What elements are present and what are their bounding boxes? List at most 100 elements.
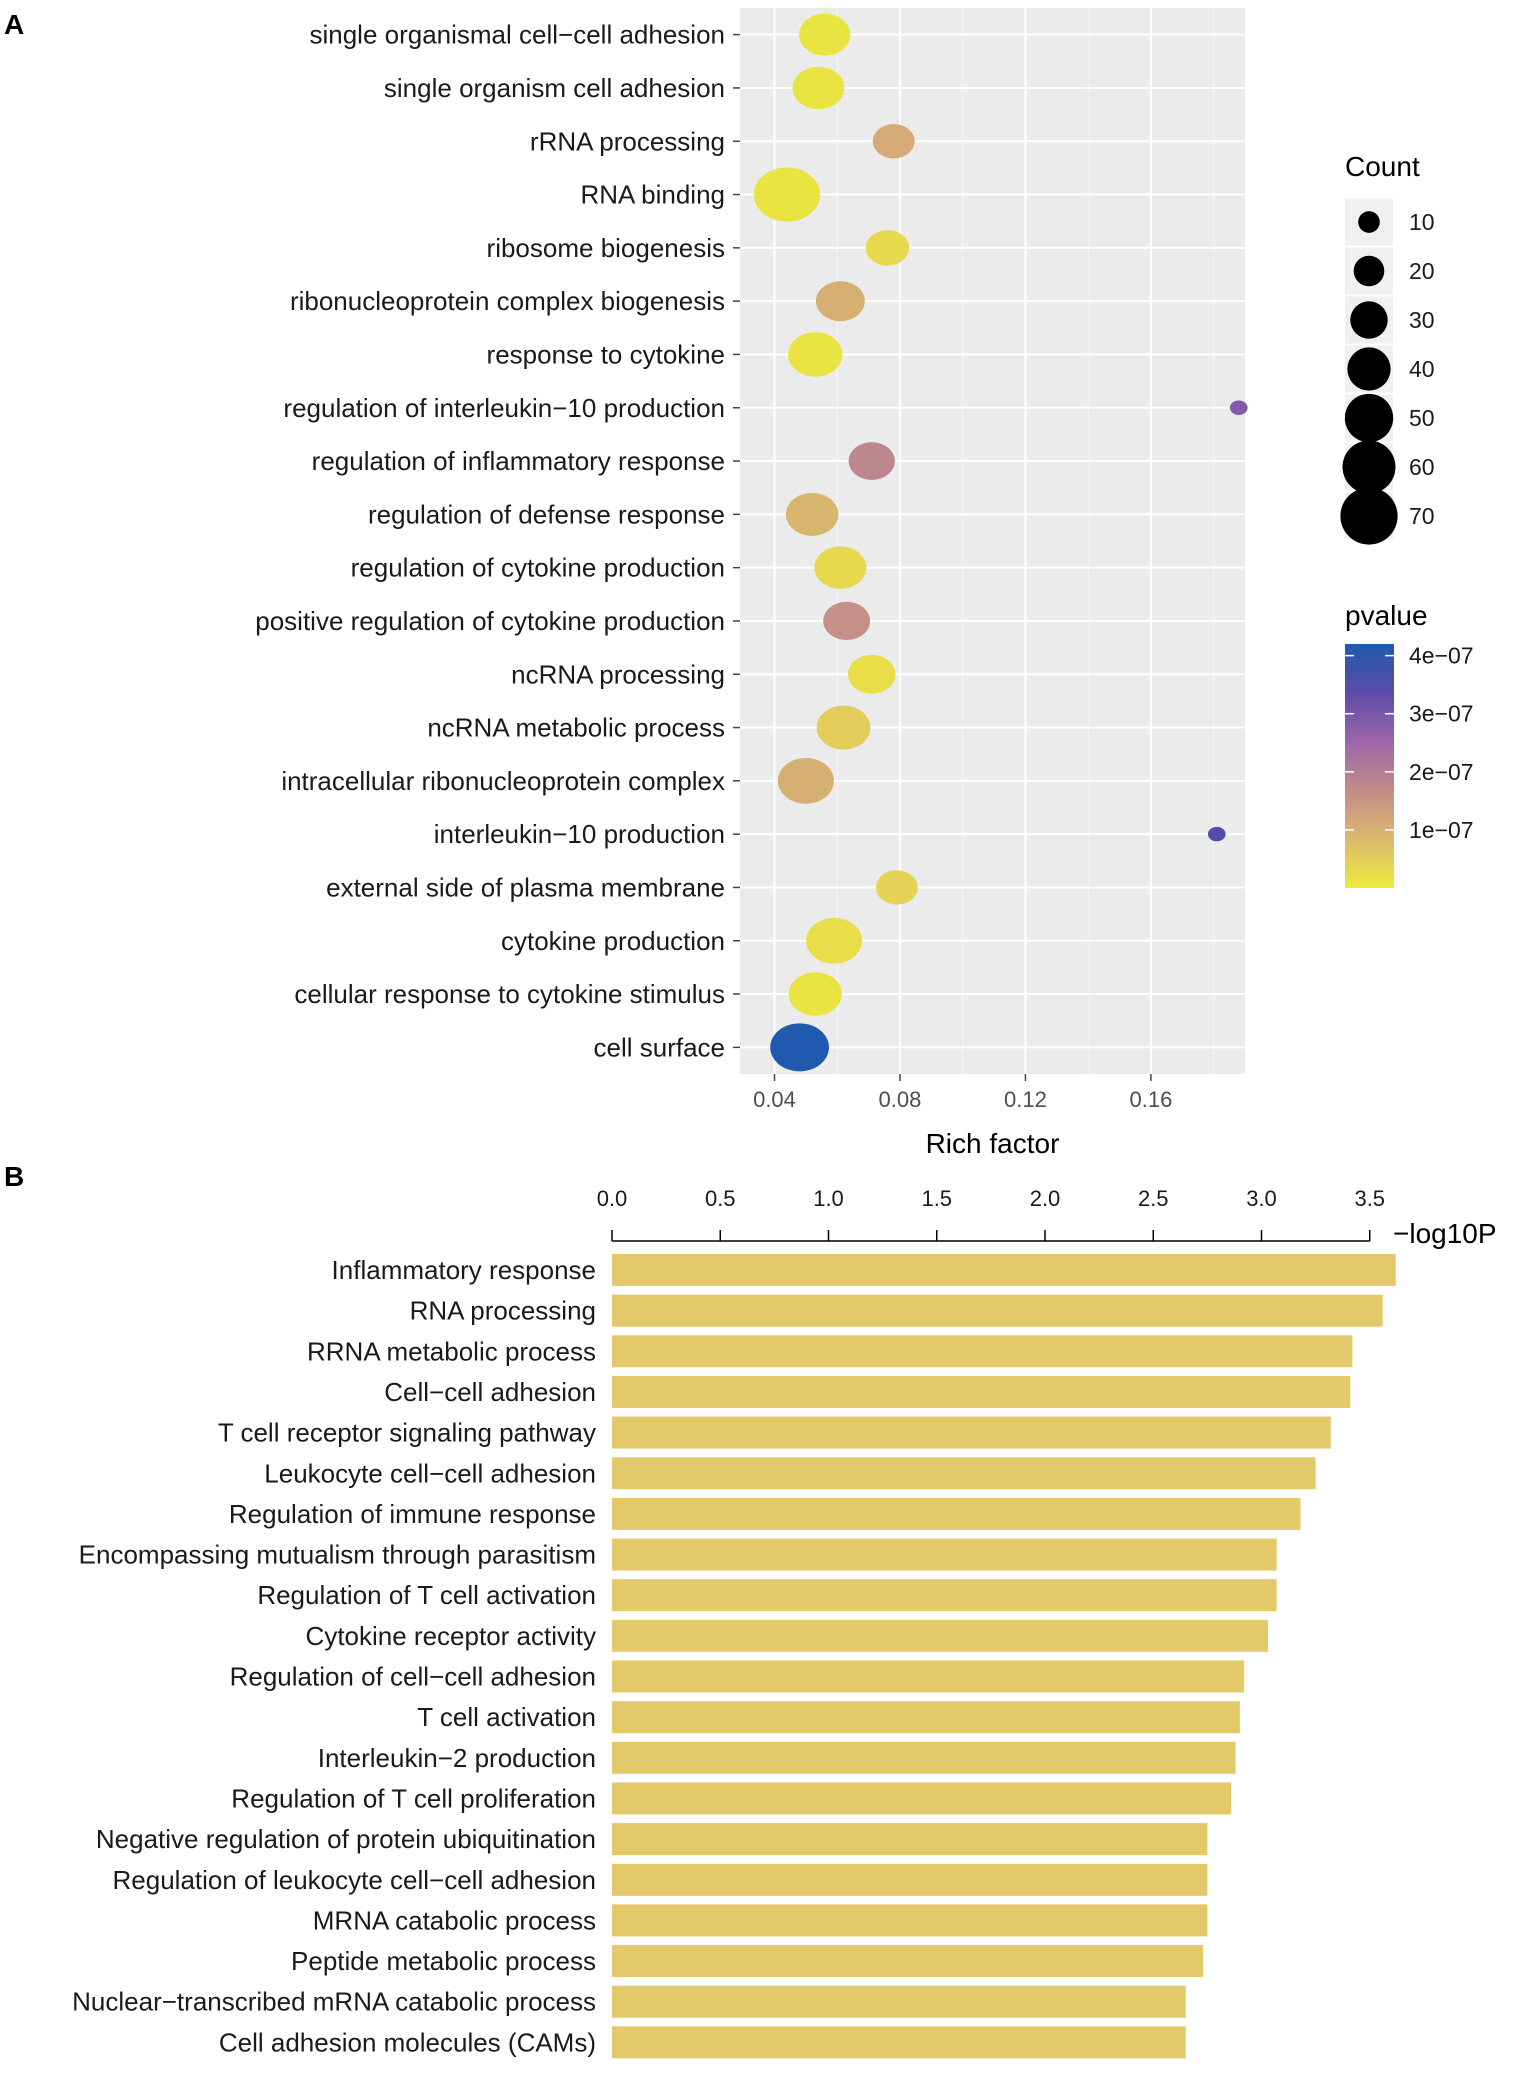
color-legend-label: 1e−07	[1409, 817, 1474, 843]
y-tick-label: cellular response to cytokine stimulus	[294, 979, 725, 1009]
bar	[612, 2026, 1186, 2059]
bubble-point	[777, 757, 834, 804]
x-tick-label: 3.0	[1246, 1186, 1277, 1211]
bar-category-label: Regulation of T cell proliferation	[231, 1783, 596, 1813]
panel-a-label: A	[4, 9, 24, 40]
bar	[612, 1619, 1268, 1652]
bubble-point	[1207, 826, 1226, 842]
bar-category-label: Cell−cell adhesion	[384, 1377, 596, 1407]
x-tick-label: 2.5	[1138, 1186, 1169, 1211]
y-tick-label: regulation of interleukin−10 production	[283, 393, 725, 423]
bar	[612, 1375, 1351, 1408]
bar	[612, 1497, 1301, 1530]
x-tick-label: 0.0	[597, 1186, 628, 1211]
bar	[612, 1823, 1208, 1856]
color-legend-bar	[1345, 644, 1394, 888]
bar-category-label: RRNA metabolic process	[307, 1336, 596, 1366]
y-tick-label: ncRNA metabolic process	[427, 713, 725, 743]
bubble-point	[848, 442, 895, 480]
y-tick-label: external side of plasma membrane	[326, 872, 725, 902]
bubble-point	[792, 66, 845, 110]
y-tick-label: cell surface	[594, 1032, 726, 1062]
size-legend-circle	[1353, 255, 1385, 287]
size-legend-circle	[1340, 487, 1398, 545]
bubble-point	[788, 332, 843, 377]
size-legend-circle	[1350, 301, 1388, 339]
x-tick-label: 0.08	[879, 1087, 922, 1112]
y-tick-label: interleukin−10 production	[434, 819, 725, 849]
bar-category-label: Peptide metabolic process	[291, 1946, 596, 1976]
bar-category-label: Nuclear−transcribed mRNA catabolic proce…	[72, 1987, 596, 2017]
bubble-chart: 0.04 0.08 0.12 0.16 single organismal cell−c…	[255, 8, 1474, 1159]
bar-category-label: Cytokine receptor activity	[306, 1621, 596, 1651]
x-tick-label: 0.16	[1129, 1087, 1172, 1112]
bar-category-label: T cell receptor signaling pathway	[218, 1418, 596, 1448]
bar-category-label: Leukocyte cell−cell adhesion	[264, 1458, 596, 1488]
bar	[612, 1254, 1396, 1286]
y-tick-label: ribosome biogenesis	[487, 233, 725, 263]
bubble-point	[847, 654, 896, 694]
bar	[612, 1782, 1232, 1815]
bar	[612, 1863, 1208, 1896]
color-legend-label: 2e−07	[1409, 759, 1474, 785]
bar-category-label: Regulation of leukocyte cell−cell adhesi…	[113, 1865, 596, 1895]
x-tick-label: 3.5	[1354, 1186, 1385, 1211]
bubble-point	[770, 1023, 829, 1072]
panel-b-label: B	[4, 1161, 24, 1192]
x-axis-title: −log10P	[1393, 1218, 1497, 1249]
bar-category-label: Regulation of immune response	[229, 1499, 596, 1529]
x-tick-label: 0.12	[1004, 1087, 1047, 1112]
bubble-point	[816, 705, 871, 750]
bar	[612, 1660, 1245, 1693]
bubble-point	[814, 546, 867, 589]
size-legend-label: 30	[1409, 307, 1435, 333]
bar	[612, 1294, 1383, 1327]
y-tick-label: response to cytokine	[487, 339, 725, 369]
x-tick-label: 2.0	[1030, 1186, 1061, 1211]
y-tick-label: intracellular ribonucleoprotein complex	[281, 766, 725, 796]
x-axis-title: Rich factor	[926, 1128, 1060, 1159]
y-tick-label: single organismal cell−cell adhesion	[309, 20, 725, 50]
bar-category-label: Cell adhesion molecules (CAMs)	[219, 2027, 596, 2057]
bar	[612, 1904, 1208, 1937]
bar-category-label: RNA processing	[410, 1296, 596, 1326]
bar	[612, 1457, 1316, 1490]
bubble-point	[872, 124, 915, 159]
plot-panel	[740, 8, 1245, 1074]
bubble-point	[1229, 400, 1248, 415]
size-legend-label: 40	[1409, 356, 1435, 382]
size-legend-label: 60	[1409, 454, 1435, 480]
size-legend-circle	[1347, 347, 1391, 391]
size-legend-circle	[1358, 211, 1380, 233]
bar-category-label: Negative regulation of protein ubiquitin…	[96, 1824, 596, 1854]
y-tick-label: ribonucleoprotein complex biogenesis	[290, 286, 725, 316]
bar	[612, 1701, 1240, 1734]
bar-category-label: Interleukin−2 production	[318, 1743, 596, 1773]
bar	[612, 1741, 1236, 1774]
size-legend-label: 10	[1409, 209, 1435, 235]
y-tick-label: regulation of cytokine production	[351, 553, 725, 583]
bar	[612, 1538, 1277, 1571]
bubble-point	[806, 917, 863, 964]
size-legend-label: 50	[1409, 405, 1435, 431]
x-tick-label: 1.5	[921, 1186, 952, 1211]
x-tick-label: 1.0	[813, 1186, 844, 1211]
y-tick-label: cytokine production	[501, 926, 725, 956]
y-tick-label: positive regulation of cytokine producti…	[255, 606, 725, 636]
bubble-point	[785, 492, 839, 536]
bar	[612, 1416, 1331, 1449]
bar-category-label: MRNA catabolic process	[313, 1905, 596, 1935]
bar-chart: 0.0 0.5 1.0 1.5 2.0 2.5 3.0 3.5 −log10P Inflammat…	[72, 1186, 1497, 2059]
y-tick-label: single organism cell adhesion	[384, 73, 725, 103]
bubble-point	[815, 281, 865, 322]
x-tick-label: 0.04	[753, 1087, 796, 1112]
bar	[612, 1945, 1204, 1978]
size-legend-circle	[1344, 393, 1394, 443]
bar	[612, 1985, 1186, 2018]
bar-category-label: Regulation of cell−cell adhesion	[230, 1662, 596, 1692]
bar-category-label: Encompassing mutualism through parasitis…	[79, 1540, 596, 1570]
size-legend-title: Count	[1345, 151, 1420, 182]
color-legend-label: 4e−07	[1409, 643, 1474, 669]
bubble-point	[753, 167, 821, 222]
size-legend-label: 70	[1409, 503, 1435, 529]
